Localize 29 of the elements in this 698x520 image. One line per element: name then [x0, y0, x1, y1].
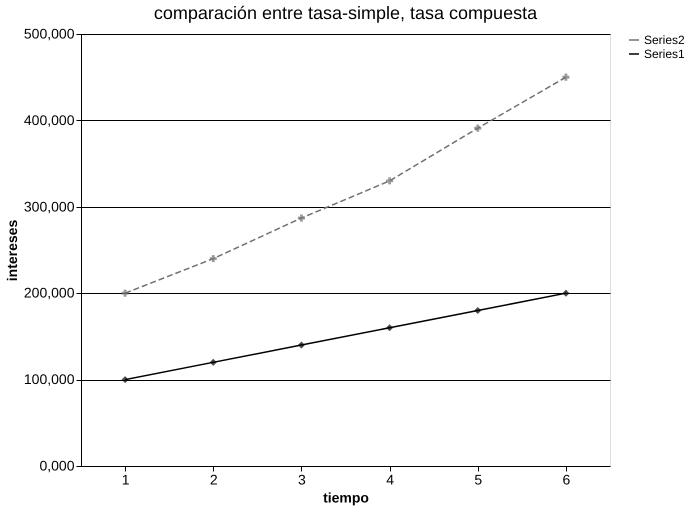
y-tick-label: 0,000 — [39, 458, 75, 474]
point — [122, 290, 129, 297]
point — [386, 177, 394, 184]
legend-label: Series2 — [644, 33, 686, 47]
point — [386, 324, 394, 332]
point — [210, 255, 217, 262]
y-tick-label: 200,000 — [24, 284, 75, 301]
y-tick-label: 500,000 — [24, 26, 75, 42]
chart-title: comparación entre tasa-simple, tasa compuesta — [154, 3, 538, 23]
point — [298, 214, 305, 222]
x-tick-label: 2 — [210, 472, 218, 488]
x-tick-label: 1 — [122, 472, 130, 488]
point — [122, 376, 129, 384]
x-tick-label: 4 — [386, 472, 394, 488]
point — [298, 342, 305, 349]
x-axis-title: tiempo — [323, 490, 369, 506]
x-tick-label: 5 — [474, 472, 482, 488]
point — [474, 124, 482, 132]
y-axis-title: intereses — [4, 220, 20, 282]
y-tick-label: 100,000 — [24, 371, 75, 388]
y-tick-label: 400,000 — [24, 112, 75, 128]
point — [474, 306, 482, 314]
point — [562, 74, 570, 81]
legend-label: Series1 — [644, 47, 686, 61]
x-tick-label: 6 — [562, 472, 571, 488]
y-tick-label: 300,000 — [24, 198, 75, 214]
x-tick-label: 3 — [298, 472, 306, 488]
point — [210, 358, 217, 366]
point — [562, 290, 570, 297]
